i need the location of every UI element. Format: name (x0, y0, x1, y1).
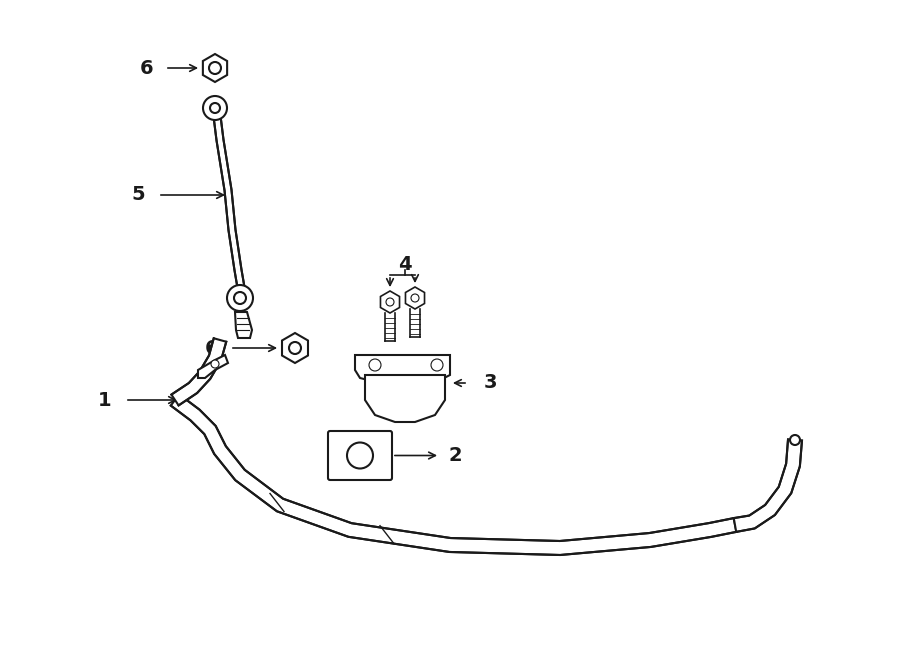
Polygon shape (171, 338, 226, 405)
Polygon shape (381, 291, 400, 313)
Polygon shape (235, 312, 252, 338)
Polygon shape (171, 395, 736, 555)
Polygon shape (212, 100, 248, 305)
Circle shape (386, 298, 394, 306)
Polygon shape (365, 375, 445, 422)
Circle shape (203, 96, 227, 120)
Circle shape (347, 442, 373, 469)
Circle shape (369, 359, 381, 371)
Text: 4: 4 (398, 256, 412, 274)
Text: 3: 3 (483, 373, 497, 393)
Polygon shape (282, 333, 308, 363)
Polygon shape (734, 440, 802, 532)
Circle shape (790, 435, 800, 445)
Text: 6: 6 (205, 338, 219, 358)
Circle shape (411, 294, 419, 302)
Circle shape (431, 359, 443, 371)
Circle shape (227, 285, 253, 311)
Polygon shape (406, 287, 425, 309)
Polygon shape (198, 355, 228, 378)
Circle shape (210, 103, 220, 113)
Text: 5: 5 (131, 186, 145, 204)
Text: 2: 2 (448, 446, 462, 465)
Polygon shape (202, 54, 227, 82)
FancyBboxPatch shape (328, 431, 392, 480)
Circle shape (211, 360, 219, 368)
Text: 6: 6 (140, 59, 154, 77)
Circle shape (209, 62, 221, 74)
Circle shape (289, 342, 301, 354)
Circle shape (234, 292, 246, 304)
Text: 1: 1 (98, 391, 112, 410)
Polygon shape (355, 355, 450, 385)
